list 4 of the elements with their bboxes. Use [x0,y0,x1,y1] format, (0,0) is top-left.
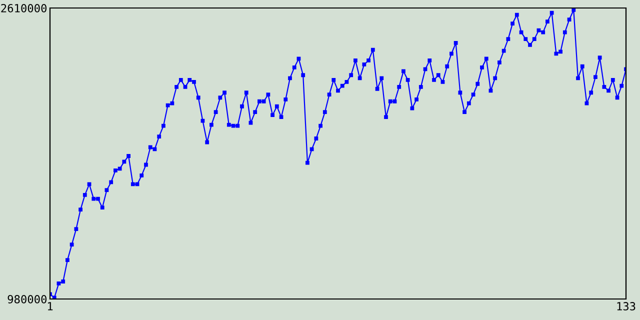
x-tick-label: 133 [617,302,636,310]
y-tick-label: 2610000 [1,4,47,12]
y-tick-label: 980000 [8,295,47,304]
x-tick-label: 1 [48,302,53,310]
